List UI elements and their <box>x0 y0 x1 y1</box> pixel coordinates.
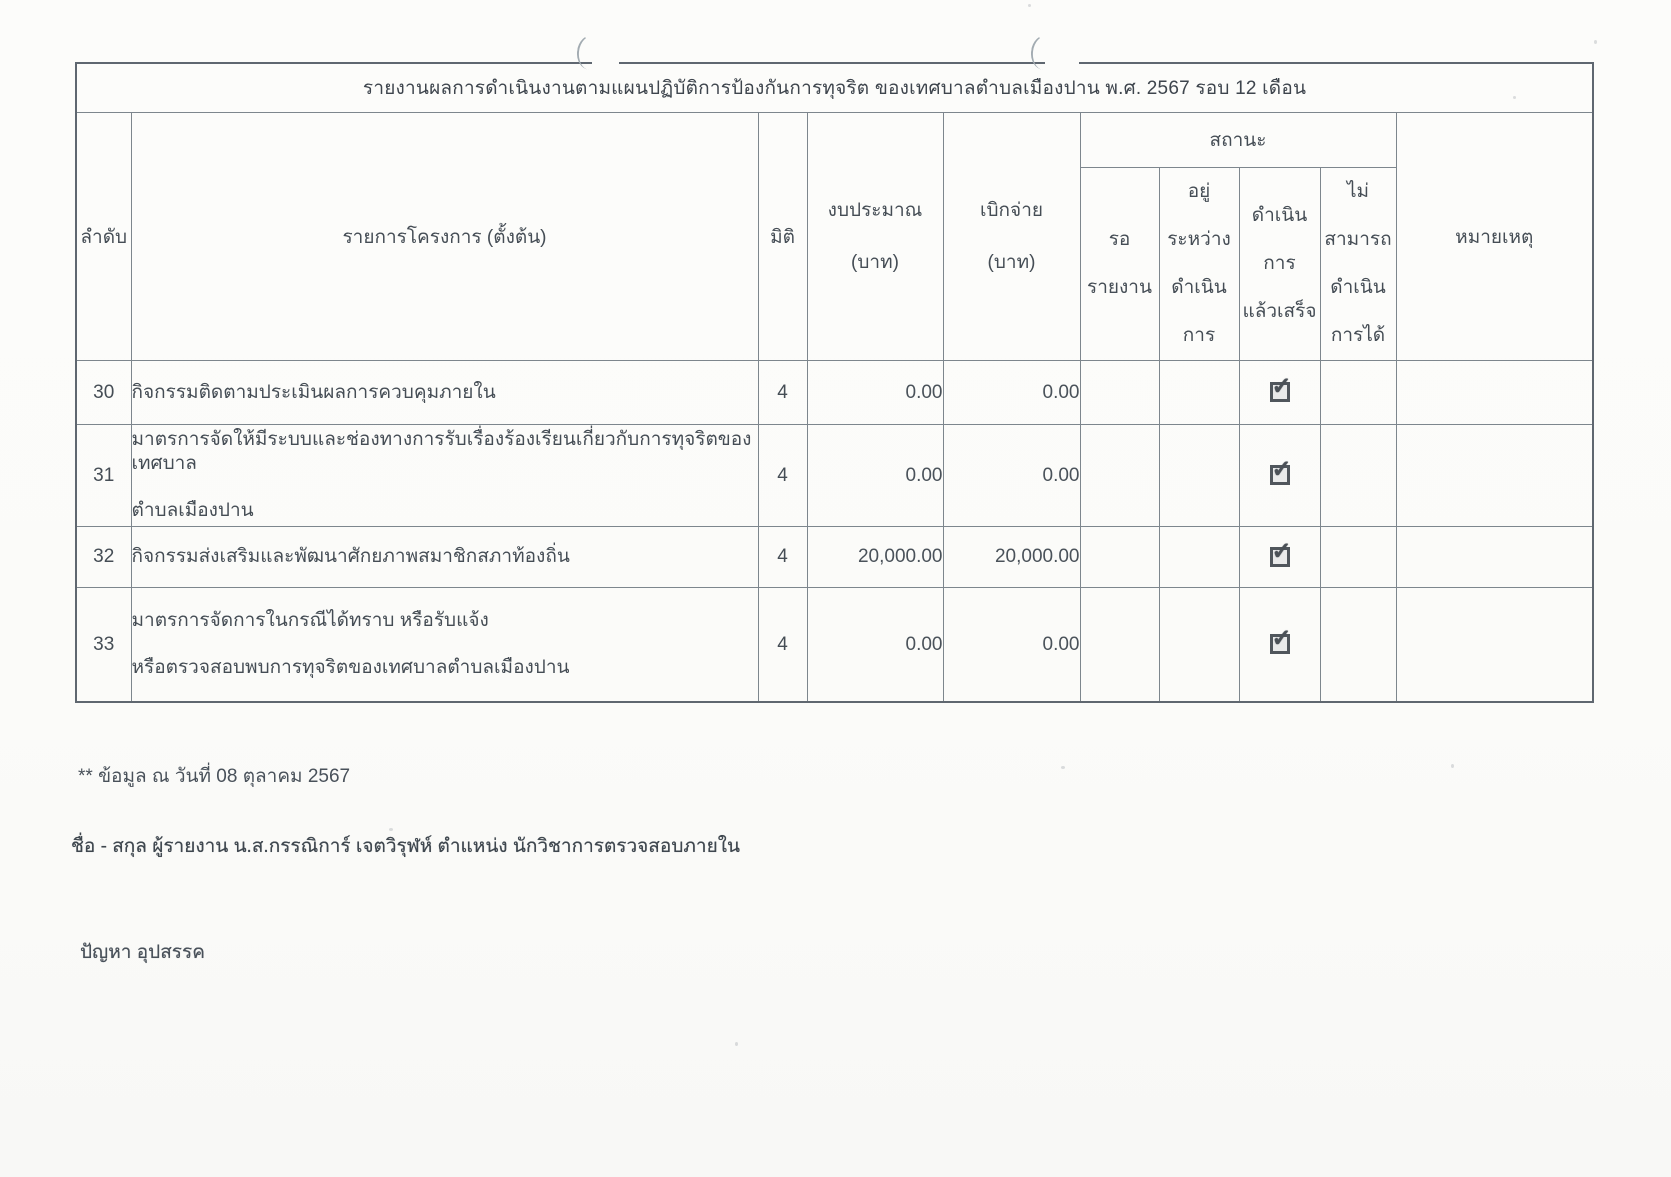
cell-no: 31 <box>75 424 132 527</box>
data-as-of-note: ** ข้อมูล ณ วันที่ 08 ตุลาคม 2567 <box>78 766 351 787</box>
page-title: รายงานผลการดำเนินงานตามแผนปฏิบัติการป้อง… <box>75 62 1594 113</box>
col-header-project: รายการโครงการ (ตั้งต้น) <box>130 112 759 361</box>
cell-disbursed: 0.00 <box>942 360 1081 425</box>
scan-speck <box>1061 766 1065 769</box>
problems-heading: ปัญหา อุปสรรค <box>80 942 205 963</box>
col-header-status-completed: ดำเนิน การ แล้วเสร็จ <box>1238 167 1321 361</box>
cell-budget: 0.00 <box>806 587 944 703</box>
table-row-31: 31 มาตรการจัดให้มีระบบและช่องทางการรับเร… <box>75 424 1594 527</box>
cell-status-completed: ✓ <box>1238 424 1321 527</box>
cell-disbursed: 20,000.00 <box>942 526 1081 588</box>
scan-line-gap <box>592 58 619 67</box>
cell-project: มาตรการจัดการในกรณีได้ทราบ หรือรับแจ้ง ห… <box>130 587 759 703</box>
cell-status-unable <box>1319 424 1397 527</box>
cell-budget: 0.00 <box>806 360 944 425</box>
cell-dimension: 4 <box>757 360 808 425</box>
cell-status-completed: ✓ <box>1238 526 1321 588</box>
cell-status-inprogress <box>1158 587 1240 703</box>
scan-line-gap <box>1045 58 1079 67</box>
cell-dimension: 4 <box>757 526 808 588</box>
cell-dimension: 4 <box>757 424 808 527</box>
scan-speck <box>735 1042 738 1046</box>
table-row-33: 33 มาตรการจัดการในกรณีได้ทราบ หรือรับแจ้… <box>75 587 1594 703</box>
cell-status-completed: ✓ <box>1238 587 1321 703</box>
cell-status-waiting <box>1079 424 1160 527</box>
col-header-status-waiting: รอ รายงาน <box>1079 167 1160 361</box>
cell-project: กิจกรรมส่งเสริมและพัฒนาศักยภาพสมาชิกสภาท… <box>130 526 759 588</box>
checkbox-checked-icon: ✓ <box>1269 373 1292 403</box>
col-header-status-group: สถานะ <box>1079 112 1397 168</box>
table-row-32: 32 กิจกรรมส่งเสริมและพัฒนาศักยภาพสมาชิกส… <box>75 526 1594 588</box>
cell-disbursed: 0.00 <box>942 424 1081 527</box>
col-header-dimension: มิติ <box>757 112 808 361</box>
checkbox-checked-icon: ✓ <box>1269 537 1292 567</box>
report-table: รายงานผลการดำเนินงานตามแผนปฏิบัติการป้อง… <box>75 62 1595 703</box>
reporter-note: ชื่อ - สกุล ผู้รายงาน น.ส.กรรณิการ์ เจตว… <box>71 836 740 857</box>
col-header-disbursed: เบิกจ่าย (บาท) <box>942 112 1081 361</box>
col-header-status-unable: ไม่ สามารถ ดำเนิน การได้ <box>1319 167 1397 361</box>
cell-remark <box>1395 526 1594 588</box>
col-header-no: ลำดับ <box>75 112 132 361</box>
cell-dimension: 4 <box>757 587 808 703</box>
col-header-budget: งบประมาณ (บาท) <box>806 112 944 361</box>
checkbox-checked-icon: ✓ <box>1269 456 1292 486</box>
cell-project: มาตรการจัดให้มีระบบและช่องทางการรับเรื่อ… <box>130 424 759 527</box>
cell-status-unable <box>1319 587 1397 703</box>
cell-remark <box>1395 360 1594 425</box>
cell-status-waiting <box>1079 526 1160 588</box>
scan-speck <box>1451 764 1454 768</box>
cell-no: 30 <box>75 360 132 425</box>
cell-status-inprogress <box>1158 526 1240 588</box>
col-header-status-inprogress: อยู่ ระหว่าง ดำเนิน การ <box>1158 167 1240 361</box>
col-header-remarks: หมายเหตุ <box>1395 112 1594 361</box>
cell-disbursed: 0.00 <box>942 587 1081 703</box>
cell-status-unable <box>1319 526 1397 588</box>
cell-no: 32 <box>75 526 132 588</box>
cell-status-waiting <box>1079 587 1160 703</box>
cell-status-unable <box>1319 360 1397 425</box>
header-row-status: รอ รายงาน อยู่ ระหว่าง ดำเนิน การ ดำเนิน… <box>76 167 1593 361</box>
cell-status-inprogress <box>1158 360 1240 425</box>
cell-budget: 20,000.00 <box>806 526 944 588</box>
cell-status-inprogress <box>1158 424 1240 527</box>
cell-no: 33 <box>75 587 132 703</box>
checkbox-checked-icon: ✓ <box>1269 625 1292 655</box>
cell-remark <box>1395 587 1594 703</box>
scan-speck <box>1028 4 1031 7</box>
cell-remark <box>1395 424 1594 527</box>
cell-project: กิจกรรมติดตามประเมินผลการควบคุมภายใน <box>130 360 759 425</box>
title-row: รายงานผลการดำเนินงานตามแผนปฏิบัติการป้อง… <box>75 62 1594 113</box>
scan-speck <box>1594 40 1597 44</box>
scan-speck <box>389 828 393 831</box>
header-row-main: ลำดับ รายการโครงการ (ตั้งต้น) มิติ งบประ… <box>75 112 1594 361</box>
cell-status-waiting <box>1079 360 1160 425</box>
cell-budget: 0.00 <box>806 424 944 527</box>
table-row-30: 30 กิจกรรมติดตามประเมินผลการควบคุมภายใน … <box>75 360 1594 425</box>
cell-status-completed: ✓ <box>1238 360 1321 425</box>
